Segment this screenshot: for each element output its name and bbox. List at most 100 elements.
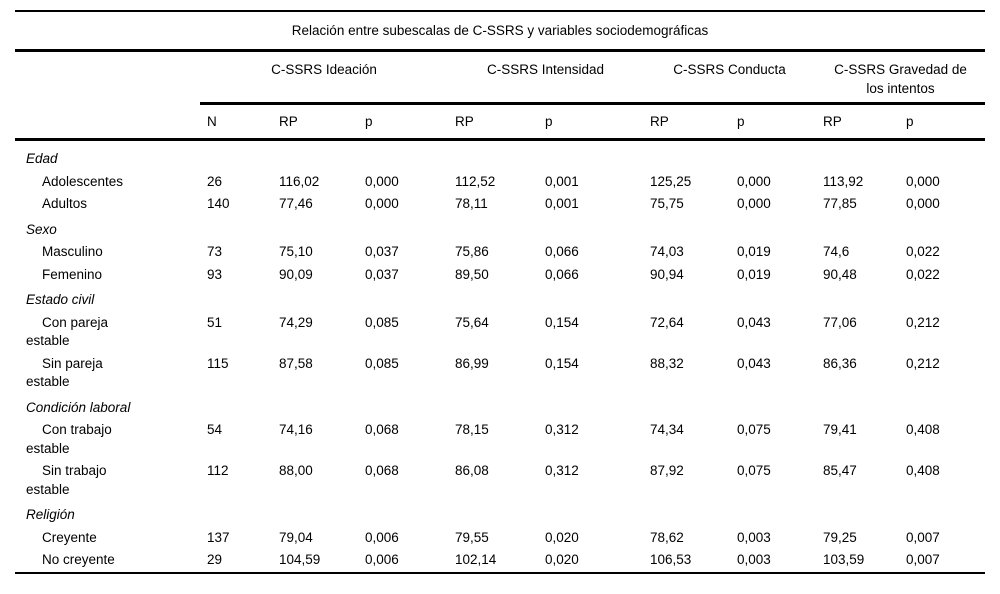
cell-n: 29 [207, 552, 223, 567]
cell-p-gravedad: 0,007 [906, 552, 940, 567]
cell-rp-ideacion: 74,29 [279, 314, 313, 330]
column-header-p-intensidad: p [538, 103, 643, 141]
cell-rp-gravedad: 103,59 [823, 552, 865, 567]
cell-p-conducta: 0,043 [737, 314, 771, 330]
section-label: Sexo [26, 221, 57, 237]
cell-p-intensidad: 0,154 [545, 355, 579, 371]
cell-rp-gravedad: 77,06 [823, 314, 857, 330]
cell-rp-conducta: 90,94 [650, 266, 684, 282]
row-con-trabajo-estable: Con trabajo estable 54 74,16 0,068 78,15… [15, 419, 985, 460]
section-label: Religión [26, 507, 75, 522]
cell-p-ideacion: 0,000 [365, 196, 399, 211]
title-row: Relación entre subescalas de C-SSRS y va… [15, 11, 986, 52]
cell-rp-ideacion: 88,00 [279, 463, 313, 478]
cell-rp-conducta: 87,92 [650, 463, 684, 478]
section-row-sexo: Sexo [15, 216, 985, 242]
row-con-pareja-estable: Con pareja estable 51 74,29 0,085 75,64 … [15, 312, 985, 353]
cell-p-intensidad: 0,020 [545, 529, 579, 545]
row-label: Con pareja estable [26, 314, 109, 349]
cell-p-conducta: 0,000 [737, 173, 771, 189]
cell-p-intensidad: 0,001 [545, 173, 579, 189]
cell-p-ideacion: 0,037 [365, 266, 399, 282]
cell-p-ideacion: 0,085 [365, 355, 399, 371]
column-group-intensidad: C-SSRS Intensidad [448, 50, 643, 105]
row-adultos: Adultos 140 77,46 0,000 78,11 0,001 75,7… [15, 193, 985, 216]
cell-p-ideacion: 0,000 [365, 173, 399, 189]
cell-n: 93 [207, 266, 223, 282]
cell-p-intensidad: 0,066 [545, 244, 579, 259]
section-label: Estado civil [26, 292, 95, 307]
cell-rp-gravedad: 90,48 [823, 266, 857, 282]
cell-p-intensidad: 0,020 [545, 552, 579, 567]
row-adolescentes: Adolescentes 26 116,02 0,000 112,52 0,00… [15, 171, 985, 194]
section-label: Edad [26, 151, 58, 166]
cell-rp-gravedad: 79,25 [823, 529, 857, 545]
column-header-n: N [200, 103, 272, 141]
cell-rp-ideacion: 77,46 [279, 196, 313, 211]
cell-rp-gravedad: 86,36 [823, 355, 857, 371]
cell-rp-ideacion: 75,10 [279, 244, 313, 259]
cell-n: 26 [207, 173, 223, 189]
cell-rp-intensidad: 78,15 [455, 422, 489, 437]
cell-p-intensidad: 0,066 [545, 266, 579, 282]
cell-p-gravedad: 0,212 [906, 314, 940, 330]
row-label: Sin pareja estable [26, 355, 103, 390]
cell-n: 115 [207, 355, 229, 371]
cell-p-intensidad: 0,001 [545, 196, 579, 211]
section-row-edad: Edad [15, 140, 985, 171]
cell-rp-ideacion: 79,04 [279, 529, 313, 545]
section-row-condicion-laboral: Condición laboral [15, 394, 985, 420]
row-creyente: Creyente 137 79,04 0,006 79,55 0,020 78,… [15, 527, 985, 550]
cell-p-gravedad: 0,408 [906, 463, 940, 478]
cell-rp-intensidad: 102,14 [455, 552, 497, 567]
cell-p-conducta: 0,003 [737, 552, 771, 567]
cell-rp-conducta: 106,53 [650, 552, 692, 567]
cell-rp-conducta: 74,03 [650, 244, 684, 259]
row-label: No creyente [42, 552, 115, 567]
cell-rp-intensidad: 89,50 [455, 266, 489, 282]
column-header-rp-conducta: RP [643, 103, 730, 141]
section-row-estado-civil: Estado civil [15, 286, 985, 312]
cell-rp-intensidad: 86,99 [455, 355, 489, 371]
cell-p-ideacion: 0,068 [365, 463, 399, 478]
cell-p-intensidad: 0,312 [545, 422, 579, 437]
cell-rp-intensidad: 75,86 [455, 244, 489, 259]
cell-p-gravedad: 0,000 [906, 196, 940, 211]
cell-rp-conducta: 75,75 [650, 196, 684, 211]
cell-n: 73 [207, 244, 223, 259]
cell-p-conducta: 0,075 [737, 463, 771, 478]
cell-p-ideacion: 0,006 [365, 552, 399, 567]
row-label: Adultos [42, 196, 88, 211]
cell-p-gravedad: 0,022 [906, 266, 940, 282]
row-label: Masculino [42, 244, 103, 259]
cell-rp-intensidad: 79,55 [455, 529, 489, 545]
row-label: Sin trabajo estable [26, 463, 107, 497]
column-header-rp-intensidad: RP [448, 103, 538, 141]
column-group-gravedad: C-SSRS Gravedad de los intentos [816, 50, 986, 105]
column-header-p-conducta: p [730, 103, 816, 141]
cell-rp-intensidad: 78,11 [455, 196, 488, 211]
row-label: Creyente [42, 529, 97, 545]
cell-rp-conducta: 78,62 [650, 529, 684, 545]
cell-n: 51 [207, 314, 223, 330]
cell-rp-conducta: 74,34 [650, 422, 684, 437]
row-label: Adolescentes [42, 173, 124, 189]
cell-rp-gravedad: 113,92 [823, 173, 864, 189]
subheader-row: N RP p RP p RP p RP p [15, 103, 986, 141]
cell-p-gravedad: 0,007 [906, 529, 940, 545]
row-femenino: Femenino 93 90,09 0,037 89,50 0,066 90,9… [15, 264, 985, 287]
cell-p-conducta: 0,043 [737, 355, 771, 371]
cell-rp-gravedad: 77,85 [823, 196, 857, 211]
table-title: Relación entre subescalas de C-SSRS y va… [15, 11, 986, 52]
cell-n: 112 [207, 463, 229, 478]
column-header-rp-gravedad: RP [816, 103, 899, 141]
cell-p-ideacion: 0,037 [365, 244, 399, 259]
cell-p-gravedad: 0,022 [906, 244, 940, 259]
cell-p-conducta: 0,019 [737, 244, 771, 259]
cell-p-gravedad: 0,000 [906, 173, 940, 189]
cell-rp-gravedad: 74,6 [823, 244, 850, 259]
row-masculino: Masculino 73 75,10 0,037 75,86 0,066 74,… [15, 241, 985, 264]
section-label: Condición laboral [26, 399, 131, 415]
cell-p-intensidad: 0,154 [545, 314, 579, 330]
cell-rp-gravedad: 85,47 [823, 463, 857, 478]
